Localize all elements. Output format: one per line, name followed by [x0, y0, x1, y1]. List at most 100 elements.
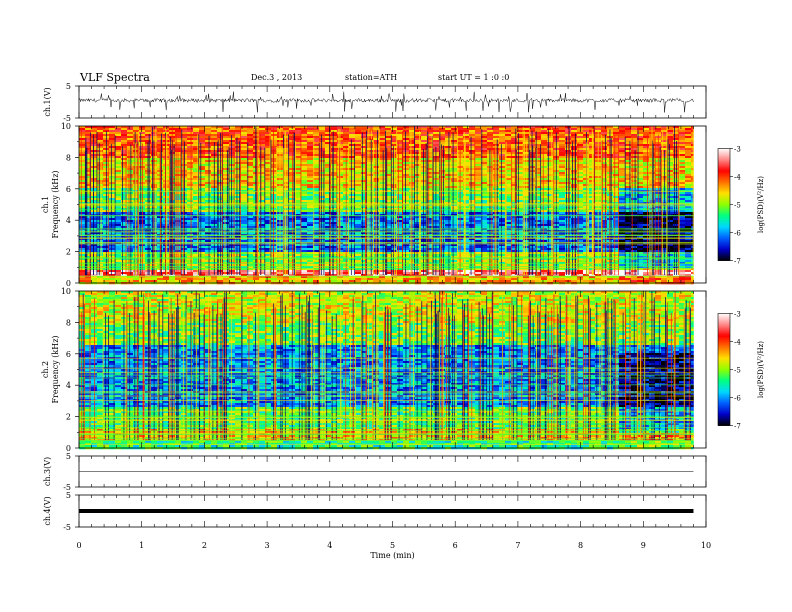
spectrogram-cell	[319, 134, 326, 137]
spectrogram-cell	[613, 144, 620, 147]
spectrogram-cell	[109, 152, 116, 155]
spectrogram-cell	[235, 220, 242, 223]
spectrogram-cell	[505, 128, 512, 131]
spectrogram-cell	[331, 192, 338, 195]
spectrogram-cell	[145, 130, 152, 133]
spectrogram-cell	[661, 180, 668, 183]
spectrogram-cell	[571, 140, 578, 143]
spectrogram-cell	[331, 210, 338, 213]
spectrogram-cell	[499, 134, 506, 137]
spectrogram-cell	[385, 136, 392, 139]
spectrogram-cell	[691, 152, 694, 155]
spectrogram-cell	[85, 174, 92, 177]
spectrogram-cell	[619, 186, 626, 189]
spectrogram-cell	[349, 176, 356, 179]
spectrogram-cell	[367, 178, 374, 181]
spectrogram-cell	[415, 176, 422, 179]
spectrogram-cell	[133, 196, 140, 199]
spectrogram-cell	[403, 182, 410, 185]
spectrogram-cell	[559, 216, 566, 219]
spectrogram-cell	[361, 126, 368, 129]
spectrogram-cell	[193, 164, 200, 167]
spectrogram-cell	[511, 210, 518, 213]
spectrogram-cell	[421, 146, 428, 149]
spectrogram-cell	[451, 176, 458, 179]
spectrogram-cell	[361, 214, 368, 217]
spectrogram-cell	[511, 180, 518, 183]
spectrogram-cell	[397, 202, 404, 205]
spectrogram-cell	[505, 146, 512, 149]
spectrogram-cell	[667, 158, 674, 161]
spectrogram-cell	[193, 206, 200, 209]
spectrogram-cell	[313, 134, 320, 137]
spectrogram-cell	[235, 128, 242, 131]
spectrogram-cell	[679, 220, 686, 223]
spectrogram-cell	[577, 194, 584, 197]
spectrogram-cell	[469, 126, 476, 129]
spectrogram-cell	[79, 140, 86, 143]
spectrogram-cell	[331, 178, 338, 181]
spectrogram-cell	[511, 154, 518, 157]
spectrogram-cell	[271, 156, 278, 159]
spectrogram-cell	[403, 202, 410, 205]
spectrogram-cell	[223, 184, 230, 187]
spectrogram-cell	[133, 210, 140, 213]
spectrogram-cell	[187, 166, 194, 169]
spectrogram-cell	[379, 150, 386, 153]
spectrogram-cell	[109, 222, 116, 225]
spectrogram-cell	[559, 148, 566, 151]
spectrogram-cell	[127, 210, 134, 213]
spectrogram-cell	[91, 218, 98, 221]
spectrogram-cell	[463, 158, 470, 161]
spectrogram-cell	[415, 204, 422, 207]
spectrogram-cell	[199, 134, 206, 137]
spectrogram-cell	[625, 144, 632, 147]
spectrogram-cell	[445, 214, 452, 217]
spectrogram-cell	[667, 170, 674, 173]
spectrogram-cell	[415, 150, 422, 153]
spectrogram-cell	[265, 148, 272, 151]
spectrogram-cell	[355, 162, 362, 165]
spectrogram-cell	[235, 204, 242, 207]
spectrogram-cell	[235, 194, 242, 197]
spectrogram-cell	[361, 150, 368, 153]
spectrogram-cell	[205, 202, 212, 205]
spectrogram-cell	[361, 152, 368, 155]
spectrogram-cell	[127, 182, 134, 185]
spectrogram-cell	[109, 134, 116, 137]
spectrogram-cell	[79, 160, 86, 163]
spectrogram-cell	[643, 198, 650, 201]
spectrogram-cell	[325, 166, 332, 169]
spectrogram-cell	[421, 126, 428, 129]
spectrogram-cell	[325, 162, 332, 165]
spectrogram-cell	[199, 144, 206, 147]
spectrogram-cell	[133, 160, 140, 163]
spectrogram-cell	[373, 130, 380, 133]
spectrogram-cell	[541, 200, 548, 203]
spectrogram-cell	[619, 136, 626, 139]
spectrogram-cell	[223, 166, 230, 169]
spectrogram-cell	[97, 144, 104, 147]
spectrogram-cell	[667, 140, 674, 143]
spectrogram-cell	[91, 142, 98, 145]
spectrogram-cell	[247, 182, 254, 185]
spectrogram-cell	[361, 196, 368, 199]
spectrogram-cell	[613, 212, 620, 215]
spectrogram-cell	[643, 144, 650, 147]
spectrogram-cell	[667, 156, 674, 159]
spectrogram-cell	[439, 168, 446, 171]
spectrogram-cell	[97, 176, 104, 179]
spectrogram-cell	[397, 184, 404, 187]
spectrogram-cell	[355, 218, 362, 221]
spectrogram-cell	[625, 210, 632, 213]
spectrogram-cell	[187, 160, 194, 163]
spectrogram-cell	[367, 198, 374, 201]
spectrogram-cell	[637, 178, 644, 181]
spectrogram-cell	[541, 146, 548, 149]
spectrogram-cell	[637, 160, 644, 163]
spectrogram-cell	[271, 202, 278, 205]
spectrogram-cell	[319, 222, 326, 225]
spectrogram-cell	[229, 166, 236, 169]
spectrogram-cell	[547, 134, 554, 137]
spectrogram-cell	[601, 164, 608, 167]
